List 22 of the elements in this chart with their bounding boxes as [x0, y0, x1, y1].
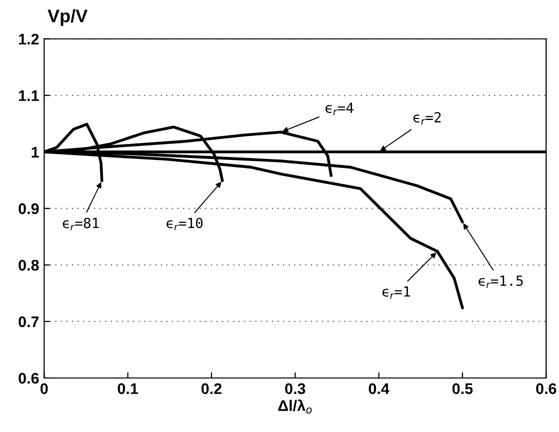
x-tick-label: 0 [40, 383, 48, 394]
x-tick-label: 0.5 [452, 383, 473, 394]
annotation: ϵ$_{r}$=81 [62, 218, 99, 230]
y-tick-label: 0.7 [18, 316, 39, 328]
annotation: ϵ$_{r}$=10 [166, 218, 203, 230]
x-axis-title: Δl/λ$_{o}$ [278, 399, 312, 414]
annotation: ϵ$_{r}$=1 [382, 286, 410, 299]
y-tick-label: 0.9 [18, 203, 39, 214]
y-tick-label: 1.2 [19, 34, 39, 44]
x-tick-label: 0.4 [368, 383, 390, 394]
annotation: ϵ$_{r}$=2 [413, 112, 441, 125]
y-axis-title: Vp/V [48, 9, 88, 26]
x-tick-label: 0.2 [201, 383, 222, 394]
annotation: ϵ$_{r}$=1.5 [478, 276, 523, 288]
y-tick-label: 0.6 [18, 372, 39, 384]
x-tick-label: 0.6 [536, 383, 556, 394]
x-tick-label: 0.1 [118, 383, 138, 394]
y-tick-label: 1 [32, 146, 39, 158]
y-tick-label: 1.1 [19, 90, 39, 101]
y-tick-label: 0.8 [18, 260, 39, 271]
x-tick-label: 0.3 [285, 383, 306, 394]
annotation: ϵ$_{r}$=4 [326, 102, 354, 116]
